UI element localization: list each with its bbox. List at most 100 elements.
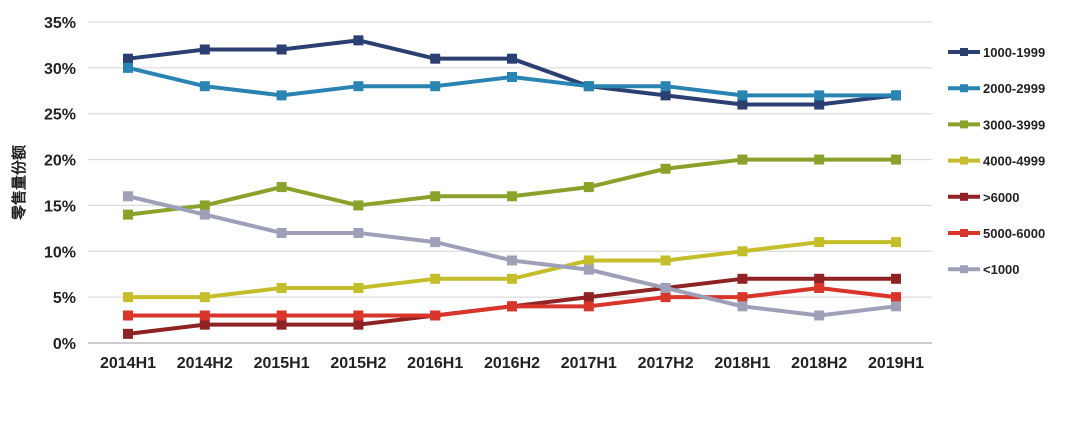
data-point bbox=[814, 99, 825, 110]
data-point bbox=[353, 310, 364, 321]
legend-label: >6000 bbox=[983, 190, 1020, 205]
x-tick-label: 2014H2 bbox=[177, 355, 233, 372]
legend-item: 3000-3999 bbox=[948, 117, 1045, 132]
legend-item: 4000-4999 bbox=[948, 154, 1045, 169]
data-point bbox=[507, 191, 517, 202]
data-point bbox=[430, 273, 441, 284]
data-point bbox=[276, 319, 287, 330]
data-point bbox=[891, 301, 901, 312]
legend-item: 2000-2999 bbox=[948, 81, 1045, 96]
legend-item: <1000 bbox=[948, 262, 1020, 277]
x-tick-label: 2018H1 bbox=[714, 355, 770, 372]
data-point bbox=[814, 237, 825, 248]
data-point bbox=[199, 44, 210, 55]
series-2000-2999 bbox=[123, 62, 901, 101]
data-point bbox=[123, 53, 133, 64]
x-axis-tick-labels: 2014H1 2014H2 2015H1 2015H2 2016H1 2016H2 2017… bbox=[100, 355, 924, 372]
legend-item: >6000 bbox=[948, 190, 1020, 205]
data-point bbox=[276, 44, 287, 55]
data-point bbox=[583, 264, 594, 275]
data-point bbox=[353, 282, 364, 293]
legend-marker bbox=[960, 84, 968, 93]
data-point bbox=[583, 301, 594, 312]
gridlines bbox=[88, 21, 932, 344]
data-point bbox=[199, 200, 210, 211]
data-point bbox=[891, 273, 901, 284]
series-line bbox=[126, 240, 898, 300]
data-point bbox=[660, 163, 671, 174]
legend-marker bbox=[960, 120, 968, 129]
legend-marker bbox=[960, 192, 968, 201]
x-tick-label: 2017H1 bbox=[561, 355, 617, 372]
legend-label: <1000 bbox=[983, 262, 1020, 277]
data-point bbox=[814, 90, 825, 101]
data-point bbox=[583, 292, 594, 303]
data-point bbox=[583, 182, 594, 193]
data-point bbox=[430, 310, 441, 321]
x-tick-label: 2014H1 bbox=[100, 355, 156, 372]
data-point bbox=[199, 319, 210, 330]
data-point bbox=[353, 319, 364, 330]
series-line bbox=[126, 157, 898, 217]
data-point bbox=[199, 209, 210, 220]
data-point bbox=[353, 200, 364, 211]
legend-label: 2000-2999 bbox=[983, 81, 1045, 96]
data-point bbox=[660, 81, 671, 92]
x-tick-label: 2017H2 bbox=[638, 355, 694, 372]
data-point bbox=[430, 81, 441, 92]
data-point bbox=[199, 81, 210, 92]
series-5000-6000 bbox=[123, 282, 901, 321]
y-tick-label: 10% bbox=[44, 244, 76, 261]
y-tick-label: 35% bbox=[44, 15, 76, 32]
x-tick-label: 2015H1 bbox=[254, 355, 310, 372]
data-point bbox=[276, 182, 287, 193]
y-tick-label: 0% bbox=[53, 336, 76, 353]
data-point bbox=[814, 273, 825, 284]
data-point bbox=[737, 292, 748, 303]
data-point bbox=[891, 292, 901, 303]
data-point bbox=[276, 310, 287, 321]
y-tick-label: 5% bbox=[53, 290, 76, 307]
data-point bbox=[276, 227, 287, 238]
legend-item: 1000-1999 bbox=[948, 45, 1045, 60]
data-point bbox=[891, 154, 901, 165]
y-tick-label: 30% bbox=[44, 61, 76, 78]
data-point bbox=[737, 90, 748, 101]
data-point bbox=[353, 35, 364, 46]
data-point bbox=[507, 301, 517, 312]
data-point bbox=[123, 191, 133, 202]
y-tick-label: 20% bbox=[44, 153, 76, 170]
series-<1000 bbox=[123, 191, 901, 321]
data-point bbox=[660, 255, 671, 266]
data-point bbox=[507, 273, 517, 284]
x-tick-label: 2018H2 bbox=[791, 355, 847, 372]
legend-item: 5000-6000 bbox=[948, 226, 1045, 241]
legend-marker bbox=[960, 229, 968, 237]
series-lines bbox=[123, 35, 901, 339]
legend-label: 1000-1999 bbox=[983, 45, 1045, 60]
data-point bbox=[660, 282, 671, 293]
legend-label: 4000-4999 bbox=[983, 154, 1045, 169]
data-point bbox=[814, 310, 825, 321]
data-point bbox=[430, 191, 441, 202]
x-tick-label: 2016H1 bbox=[407, 355, 463, 372]
legend: 1000-1999 2000-2999 3000-3999 4000-4999 >600… bbox=[948, 45, 1045, 277]
series-3000-3999 bbox=[123, 154, 901, 220]
legend-marker bbox=[960, 48, 968, 56]
y-tick-label: 25% bbox=[44, 107, 76, 124]
data-point bbox=[583, 81, 594, 92]
data-point bbox=[123, 209, 133, 220]
y-axis-tick-labels: 0% 5% 10% 15% 20% 25% 30% 35% bbox=[44, 15, 76, 353]
data-point bbox=[199, 292, 210, 303]
legend-label: 5000-6000 bbox=[983, 226, 1045, 241]
x-tick-label: 2015H2 bbox=[330, 355, 386, 372]
data-point bbox=[891, 237, 901, 248]
data-point bbox=[353, 81, 364, 92]
data-point bbox=[660, 292, 671, 303]
data-point bbox=[507, 53, 517, 64]
legend-label: 3000-3999 bbox=[983, 117, 1045, 132]
data-point bbox=[276, 90, 287, 101]
data-point bbox=[737, 246, 748, 257]
